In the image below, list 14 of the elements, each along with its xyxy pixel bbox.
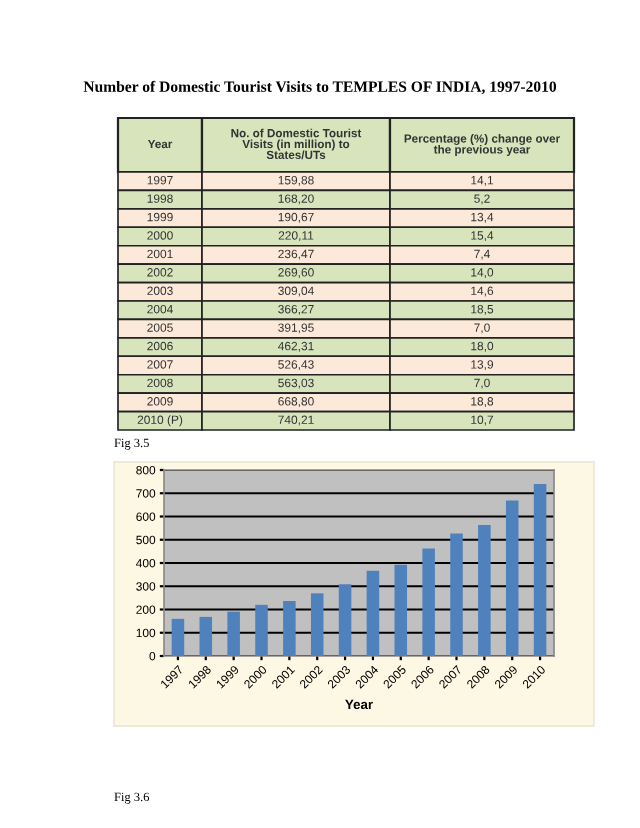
- bar: [394, 564, 408, 656]
- bar: [450, 533, 463, 656]
- bar: [283, 601, 296, 656]
- bar: [478, 525, 491, 656]
- bar: [505, 500, 519, 656]
- bar: [199, 616, 213, 656]
- bar: [422, 548, 435, 656]
- bar: [227, 611, 240, 656]
- bar: [533, 483, 547, 656]
- bar: [310, 593, 324, 656]
- bar: [366, 570, 380, 656]
- bar: [171, 618, 185, 656]
- bar: [255, 604, 268, 656]
- bar: [338, 584, 352, 656]
